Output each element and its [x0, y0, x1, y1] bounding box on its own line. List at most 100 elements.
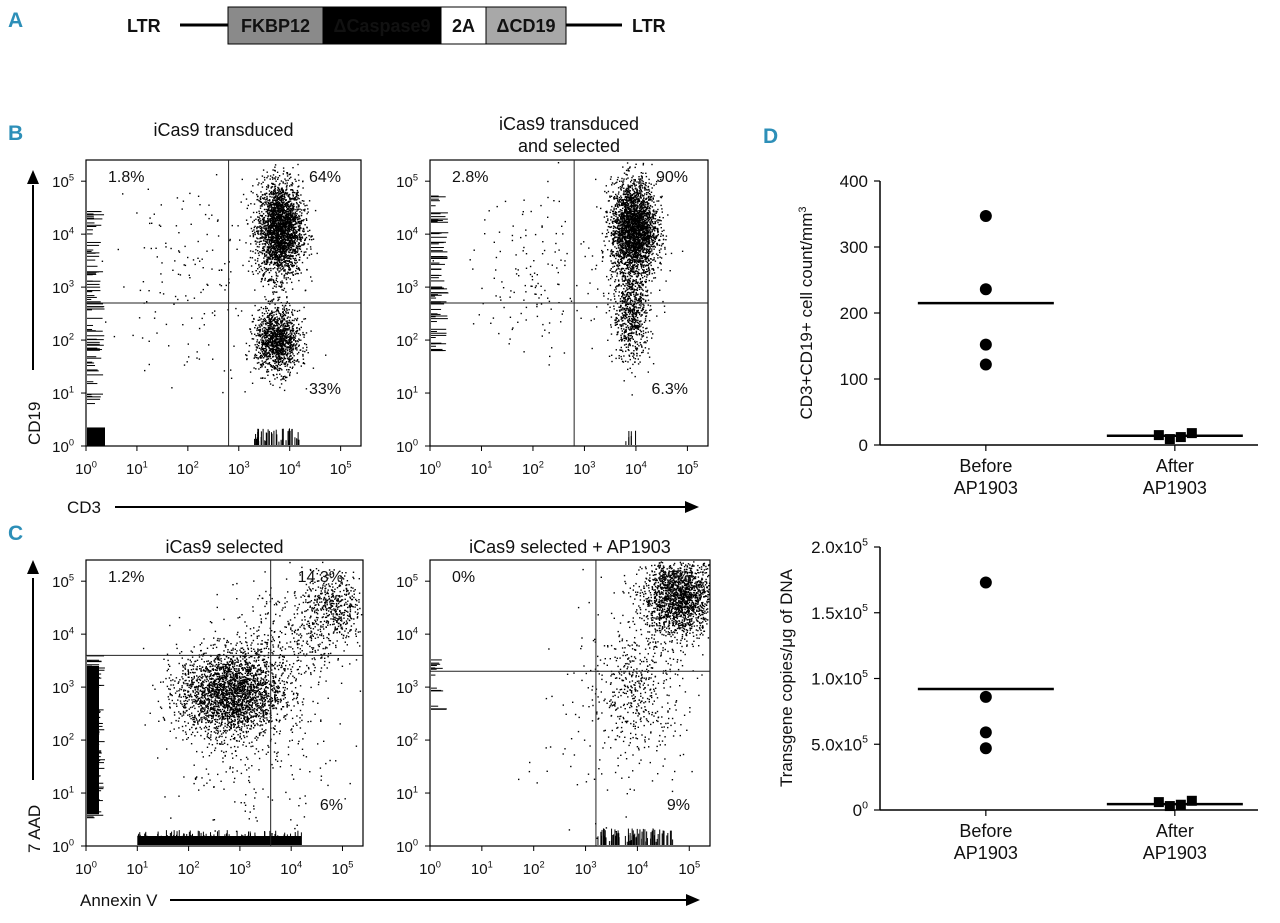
flow-event-dot: [272, 344, 274, 346]
flow-event-dot: [279, 350, 281, 353]
flow-event-dot: [276, 373, 278, 376]
flow-event-dot: [275, 228, 278, 230]
flow-event-dot: [286, 192, 288, 194]
flow-event-dot: [274, 366, 277, 369]
flow-event-dot: [260, 346, 263, 349]
flow-event-dot: [267, 246, 270, 249]
flow-event-dot: [267, 228, 270, 230]
flow-event-dot: [286, 322, 288, 324]
flow-event-dot: [271, 352, 273, 354]
flow-event-dot: [291, 367, 293, 369]
flow-event-dot: [269, 178, 271, 180]
flow-event-dot: [280, 207, 282, 209]
flow-event-dot: [270, 343, 272, 346]
flow-event-dot: [179, 274, 182, 276]
flow-event-dot: [211, 249, 214, 251]
flow-event-dot: [288, 208, 290, 210]
flow-event-dot: [291, 225, 293, 228]
flow-event-dot: [272, 365, 275, 367]
flow-event-dot: [290, 261, 292, 263]
flow-event-dot: [276, 255, 278, 257]
flow-event-dot: [149, 222, 151, 225]
flow-event-dot: [276, 368, 278, 370]
flow-event-dot: [296, 317, 299, 320]
flow-event-dot: [301, 237, 304, 239]
flow-event-dot: [266, 342, 268, 344]
flow-event-dot: [292, 209, 295, 211]
flow-event-dot: [612, 237, 615, 240]
flow-event-dot: [257, 358, 259, 360]
flow-event-dot: [292, 206, 295, 208]
flow-event-dot: [294, 236, 297, 238]
flow-event-dot: [297, 234, 299, 236]
flow-event-dot: [642, 234, 644, 236]
flow-event-dot: [258, 334, 260, 336]
flow-event-dot: [644, 255, 647, 257]
flow-event-dot: [279, 355, 281, 357]
flow-event-dot: [300, 214, 303, 217]
flow-event-dot: [265, 332, 268, 334]
flow-event-dot: [269, 278, 271, 280]
flow-event-dot: [280, 334, 282, 336]
flow-event-dot: [290, 346, 293, 348]
flow-event-dot: [289, 211, 292, 213]
x-tick-label-base: 10: [330, 461, 347, 478]
flow-event-dot: [252, 273, 255, 275]
flow-event-dot: [269, 239, 271, 242]
flow-event-dot: [269, 202, 271, 204]
flow-event-dot: [240, 310, 243, 312]
flow-event-dot: [249, 235, 251, 237]
flow-event-dot: [289, 321, 291, 324]
flow-event-dot: [260, 357, 263, 359]
flow-event-dot: [295, 262, 297, 265]
flow-event-dot: [263, 248, 265, 251]
flow-event-dot: [621, 185, 623, 187]
flow-event-dot: [283, 256, 285, 259]
flow-event-dot: [263, 317, 266, 320]
flow-event-dot: [281, 354, 283, 356]
flow-event-dot: [281, 243, 283, 246]
flow-event-dot: [264, 231, 266, 233]
flow-event-dot: [281, 264, 283, 266]
flow-event-dot: [273, 336, 275, 339]
flow-event-dot: [276, 216, 279, 218]
flow-event-dot: [288, 319, 290, 322]
flow-event-dot: [123, 286, 125, 288]
flow-event-dot: [269, 355, 271, 358]
flow-event-dot: [266, 269, 269, 271]
flow-event-dot: [281, 259, 283, 261]
flow-event-dot: [122, 193, 124, 195]
flow-event-dot: [298, 254, 300, 256]
flow-event-dot: [301, 219, 304, 222]
flow-event-dot: [264, 354, 266, 356]
flow-event-dot: [297, 253, 299, 256]
x-tick-label: 104: [279, 459, 301, 478]
flow-event-dot: [288, 218, 290, 221]
flow-event-dot: [609, 211, 611, 214]
flow-event-dot: [271, 335, 274, 338]
flow-event-dot: [281, 361, 284, 364]
flow-event-dot: [267, 340, 269, 342]
flow-event-dot: [263, 219, 265, 221]
flow-event-dot: [294, 348, 297, 350]
flow-event-dot: [275, 226, 278, 229]
flow-event-dot: [266, 335, 268, 337]
flow-event-dot: [265, 255, 267, 257]
flow-event-dot: [198, 327, 201, 330]
flow-event-dot: [285, 217, 287, 220]
flow-event-dot: [284, 218, 286, 221]
flow-event-dot: [292, 167, 294, 169]
flow-event-dot: [280, 357, 282, 360]
flow-event-dot: [287, 343, 290, 345]
flow-event-dot: [268, 200, 271, 202]
flow-event-dot: [638, 218, 640, 221]
flow-event-dot: [257, 250, 259, 252]
flow-event-dot: [274, 352, 276, 354]
flow-event-dot: [283, 260, 286, 262]
flow-event-dot: [665, 253, 667, 255]
flow-event-dot: [283, 245, 285, 248]
flow-event-dot: [294, 248, 297, 251]
flow-event-dot: [268, 345, 270, 348]
flow-event-dot: [284, 265, 286, 267]
flow-event-dot: [276, 320, 278, 323]
